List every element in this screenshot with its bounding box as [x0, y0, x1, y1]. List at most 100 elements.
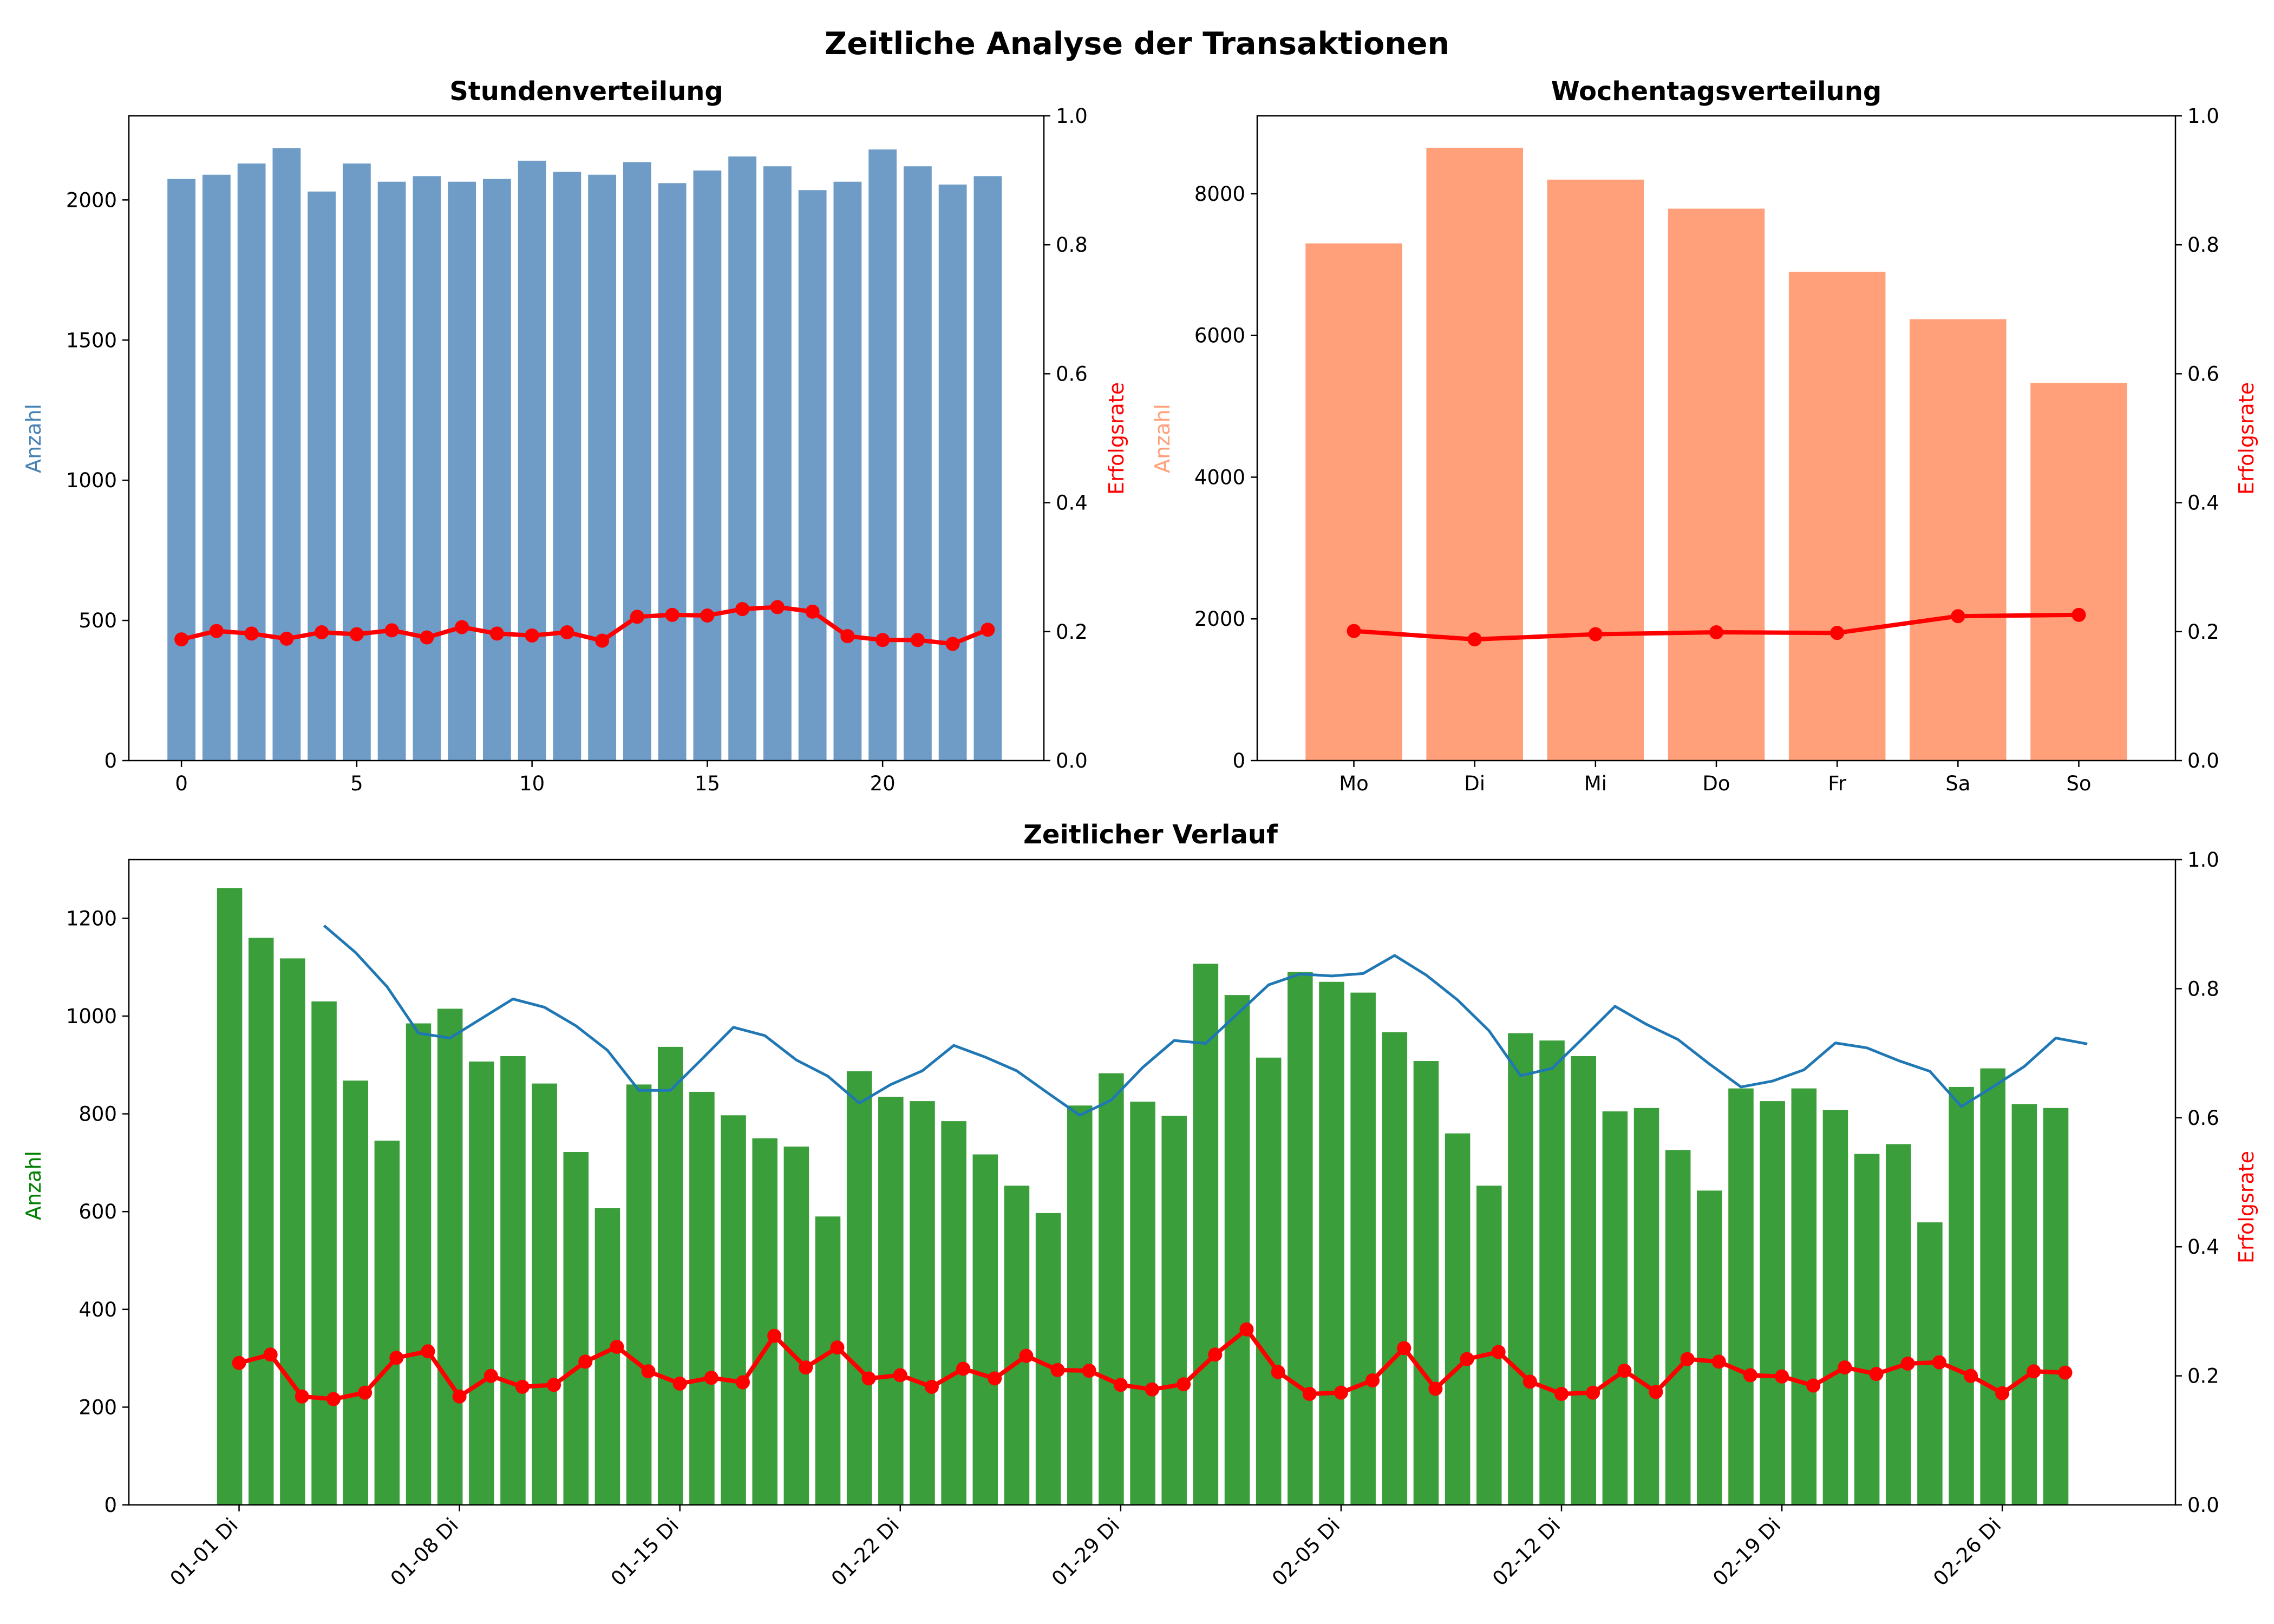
weekday-bar: [1668, 208, 1765, 761]
daily-bar: [1728, 1088, 1754, 1505]
hour-bar: [272, 148, 301, 761]
timeline-axis-ytick-label: 200: [79, 1396, 117, 1419]
hour-rate-point: [349, 627, 364, 641]
daily-rate-point: [704, 1371, 718, 1385]
timeline-chart-title: Zeitlicher Verlauf: [1023, 820, 1278, 850]
hour-chart-title: Stundenverteilung: [449, 76, 723, 107]
daily-bar: [1288, 972, 1313, 1505]
hour-rate-point: [489, 626, 504, 641]
daily-rate-point: [578, 1354, 593, 1369]
hour-rate-point: [595, 633, 610, 648]
hour-rate-point: [805, 604, 820, 619]
daily-rate-point: [799, 1360, 813, 1375]
hour-bar: [448, 181, 476, 761]
daily-bar: [1099, 1073, 1124, 1505]
hour-bar: [237, 163, 266, 761]
timeline-axis-ytick-label: 600: [79, 1200, 117, 1223]
daily-rate-point: [1900, 1356, 1915, 1371]
daily-rate-point: [263, 1347, 278, 1362]
daily-bar: [1193, 964, 1219, 1505]
weekday-xtick-label: Mi: [1584, 772, 1607, 795]
hour-rate-point: [244, 626, 259, 641]
weekday-xtick-label: Do: [1702, 772, 1730, 795]
daily-rate-point: [1995, 1386, 2010, 1400]
daily-bar: [941, 1121, 966, 1505]
weekday-xtick-label: Mo: [1339, 772, 1369, 795]
timeline-axis-ytick-label: 1200: [66, 907, 117, 930]
daily-bar: [1571, 1056, 1596, 1505]
daily-rate-point: [830, 1340, 845, 1355]
daily-bar: [1130, 1102, 1155, 1505]
hour-bar: [868, 149, 897, 761]
daily-bar: [374, 1141, 400, 1505]
hour-bar: [903, 166, 932, 761]
weekday-axis-y2tick-label: 1.0: [2187, 104, 2219, 128]
hour-xtick-label: 15: [695, 772, 720, 795]
daily-rate-point: [1932, 1355, 1946, 1370]
timeline-axis-y2tick-label: 0.8: [2187, 977, 2219, 1000]
hour-bar: [588, 174, 617, 761]
daily-bar: [2043, 1108, 2069, 1505]
daily-rate-point: [1775, 1369, 1789, 1384]
daily-bar: [1445, 1133, 1471, 1505]
hour-rate-point: [174, 632, 189, 647]
daily-bar: [972, 1154, 998, 1505]
daily-rate-point: [483, 1368, 498, 1383]
daily-bar: [1885, 1144, 1911, 1505]
daily-rate-point: [672, 1376, 687, 1391]
daily-rate-point: [1617, 1364, 1632, 1378]
daily-rate-point: [515, 1379, 530, 1394]
daily-bar: [532, 1083, 557, 1505]
timeline-axis-y2tick-label: 0.2: [2187, 1365, 2219, 1388]
daily-rate-point: [610, 1339, 624, 1354]
weekday-bar: [1547, 179, 1644, 761]
daily-rate-point: [389, 1351, 404, 1365]
daily-rate-point: [988, 1371, 1002, 1386]
weekday-bar: [2030, 383, 2127, 761]
daily-rate-point: [358, 1385, 373, 1400]
weekday-distribution-chart: Wochentagsverteilung 0 2000 4000 6000 8000 0.…: [1151, 76, 2258, 795]
weekday-rate-point: [1830, 626, 1845, 640]
daily-rate-point: [641, 1364, 656, 1379]
timeline-axis-ytick-label: 400: [79, 1298, 117, 1321]
daily-bar: [783, 1147, 809, 1505]
daily-bar: [500, 1056, 526, 1505]
weekday-xtick-label: Sa: [1945, 772, 1970, 795]
daily-bar: [563, 1152, 589, 1505]
weekday-axis-ytick-label: 2000: [1194, 607, 1245, 631]
daily-rate-point: [1365, 1373, 1380, 1387]
daily-rate-point: [2027, 1364, 2041, 1379]
daily-rate-point: [1428, 1381, 1443, 1396]
daily-bar: [311, 1001, 337, 1505]
daily-rate-point: [1271, 1365, 1285, 1379]
daily-bar: [1949, 1086, 1974, 1505]
timeline-axis-ytick-label: 800: [79, 1103, 117, 1126]
hour-bar: [728, 156, 757, 761]
daily-rate-point: [1586, 1385, 1600, 1400]
hour-rate-point: [315, 625, 329, 639]
hour-distribution-chart: Stundenverteilung 0 500 1000 1500 2000 0.0 0.2…: [22, 76, 1128, 795]
daily-bar: [1350, 992, 1376, 1505]
timeline-axis-frame: [128, 859, 2177, 1506]
daily-rate-point: [1397, 1341, 1412, 1355]
daily-bar: [1760, 1101, 1785, 1505]
daily-rate-point: [232, 1355, 246, 1370]
hour-axis-y2tick-label: 0.8: [1056, 233, 1088, 257]
timeline-axis-y2tick-label: 0.0: [2187, 1494, 2219, 1517]
daily-bar: [1791, 1088, 1817, 1505]
daily-bar: [1602, 1111, 1628, 1505]
daily-bar: [1067, 1105, 1093, 1505]
hour-xtick-label: 5: [350, 772, 363, 795]
hour-axis-ytick-label: 1000: [66, 469, 117, 492]
daily-rate-point: [1680, 1352, 1695, 1366]
daily-bar: [657, 1046, 683, 1505]
daily-rate-point: [956, 1361, 971, 1376]
hour-bar: [308, 191, 336, 761]
weekday-axis-y2tick-label: 0.8: [2187, 233, 2219, 257]
weekday-axis-y2tick-label: 0.6: [2187, 362, 2219, 385]
hour-axis-y2tick-label: 1.0: [1056, 104, 1088, 128]
weekday-rate-point: [1588, 627, 1603, 641]
daily-bar: [721, 1115, 746, 1505]
weekday-chart-title: Wochentagsverteilung: [1551, 76, 1881, 107]
